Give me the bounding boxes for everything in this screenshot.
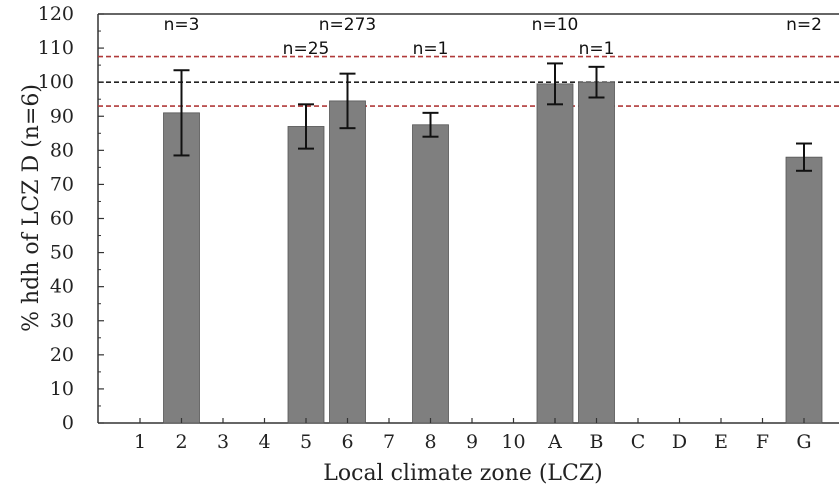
y-tick-label: 30 — [50, 310, 74, 332]
y-tick-label: 80 — [50, 139, 74, 161]
x-tick-label: 2 — [175, 431, 187, 453]
bar-2 — [163, 112, 200, 424]
x-tick-label: A — [547, 431, 562, 453]
x-tick-label: 9 — [466, 431, 478, 453]
bar-B — [578, 81, 615, 424]
x-tick-label: 10 — [501, 431, 525, 453]
bar-6 — [329, 100, 366, 424]
bar-8 — [412, 124, 449, 424]
y-tick-label: 0 — [62, 412, 74, 434]
bar-G — [785, 156, 823, 424]
y-tick-label: 110 — [38, 37, 74, 59]
n-label-B: n=1 — [579, 39, 615, 59]
n-label-2: n=3 — [164, 15, 200, 35]
y-tick-label: 60 — [50, 208, 74, 230]
x-tick-label: 8 — [424, 431, 436, 453]
x-tick-label: G — [796, 431, 811, 453]
bar-5 — [287, 126, 325, 424]
x-tick-label: 7 — [383, 431, 395, 453]
x-tick-label: 1 — [134, 431, 146, 453]
n-label-6: n=273 — [319, 15, 376, 35]
y-tick-label: 120 — [38, 3, 74, 25]
y-tick-label: 70 — [50, 173, 74, 195]
y-tick-label: 40 — [50, 276, 74, 298]
bar-A — [536, 83, 574, 424]
x-tick-label: F — [756, 431, 769, 453]
n-label-G: n=2 — [786, 15, 822, 35]
y-axis-label: % hdh of LCZ D (n=6) — [19, 84, 44, 332]
y-tick-label: 50 — [50, 242, 74, 264]
x-tick-label: B — [590, 431, 604, 453]
n-label-8: n=1 — [413, 39, 449, 59]
x-tick-label: 6 — [341, 431, 353, 453]
n-label-5: n=25 — [283, 39, 330, 59]
y-tick-label: 100 — [38, 71, 74, 93]
x-tick-label: D — [672, 431, 687, 453]
y-tick-label: 20 — [50, 344, 74, 366]
y-tick-label: 90 — [50, 105, 74, 127]
x-tick-label: 4 — [258, 431, 270, 453]
x-tick-label: 5 — [300, 431, 312, 453]
n-label-A: n=10 — [532, 15, 579, 35]
x-tick-label: 3 — [217, 431, 229, 453]
y-tick-label: 10 — [50, 378, 74, 400]
x-tick-label: C — [631, 431, 646, 453]
x-tick-label: E — [714, 431, 728, 453]
x-axis-label: Local climate zone (LCZ) — [323, 461, 602, 486]
